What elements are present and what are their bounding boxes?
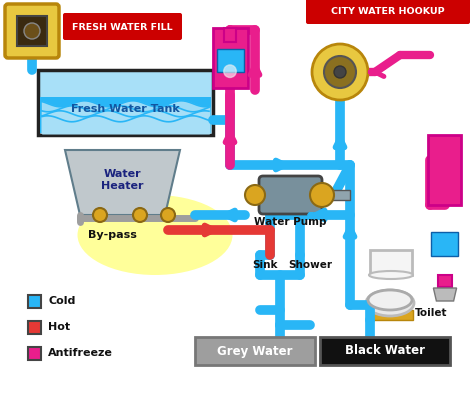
FancyBboxPatch shape bbox=[259, 176, 322, 214]
Bar bbox=[217, 49, 244, 72]
Circle shape bbox=[245, 185, 265, 205]
Text: Shower: Shower bbox=[288, 260, 332, 270]
Bar bbox=[17, 16, 47, 46]
Ellipse shape bbox=[368, 290, 412, 310]
Bar bbox=[332, 190, 350, 200]
Text: Cold: Cold bbox=[48, 297, 75, 307]
Polygon shape bbox=[433, 288, 456, 301]
FancyBboxPatch shape bbox=[63, 13, 182, 40]
Text: By-pass: By-pass bbox=[88, 230, 137, 240]
Text: Antifreeze: Antifreeze bbox=[48, 348, 113, 359]
Bar bbox=[38, 70, 213, 135]
Polygon shape bbox=[65, 150, 180, 215]
Bar bbox=[28, 295, 41, 308]
Text: CITY WATER HOOKUP: CITY WATER HOOKUP bbox=[331, 6, 445, 15]
Bar bbox=[370, 250, 412, 275]
Bar bbox=[428, 135, 462, 205]
Text: FRESH WATER FILL: FRESH WATER FILL bbox=[72, 23, 173, 32]
Circle shape bbox=[312, 44, 368, 100]
Bar bbox=[212, 28, 247, 88]
Text: Toilet: Toilet bbox=[415, 308, 447, 318]
Ellipse shape bbox=[78, 195, 233, 275]
Text: Water Pump: Water Pump bbox=[254, 217, 326, 227]
Bar bbox=[431, 232, 458, 256]
Ellipse shape bbox=[366, 290, 414, 316]
Circle shape bbox=[224, 65, 237, 77]
FancyBboxPatch shape bbox=[5, 4, 59, 58]
Text: Water
Heater: Water Heater bbox=[101, 169, 143, 191]
Bar bbox=[28, 347, 41, 360]
Bar bbox=[438, 275, 452, 287]
Bar bbox=[368, 310, 413, 320]
Circle shape bbox=[161, 208, 175, 222]
Bar bbox=[40, 97, 211, 133]
Circle shape bbox=[334, 66, 346, 78]
Text: Hot: Hot bbox=[48, 322, 70, 333]
Circle shape bbox=[310, 183, 334, 207]
Bar bbox=[195, 337, 315, 365]
Circle shape bbox=[324, 56, 356, 88]
Circle shape bbox=[24, 23, 40, 39]
Text: Sink: Sink bbox=[252, 260, 278, 270]
Ellipse shape bbox=[369, 271, 413, 279]
Circle shape bbox=[133, 208, 147, 222]
Bar bbox=[28, 321, 41, 334]
Text: Black Water: Black Water bbox=[345, 344, 425, 357]
Bar bbox=[224, 28, 236, 42]
FancyBboxPatch shape bbox=[306, 0, 470, 24]
Bar bbox=[320, 337, 450, 365]
Text: Grey Water: Grey Water bbox=[217, 344, 293, 357]
Circle shape bbox=[93, 208, 107, 222]
Text: Fresh Water Tank: Fresh Water Tank bbox=[71, 104, 180, 114]
